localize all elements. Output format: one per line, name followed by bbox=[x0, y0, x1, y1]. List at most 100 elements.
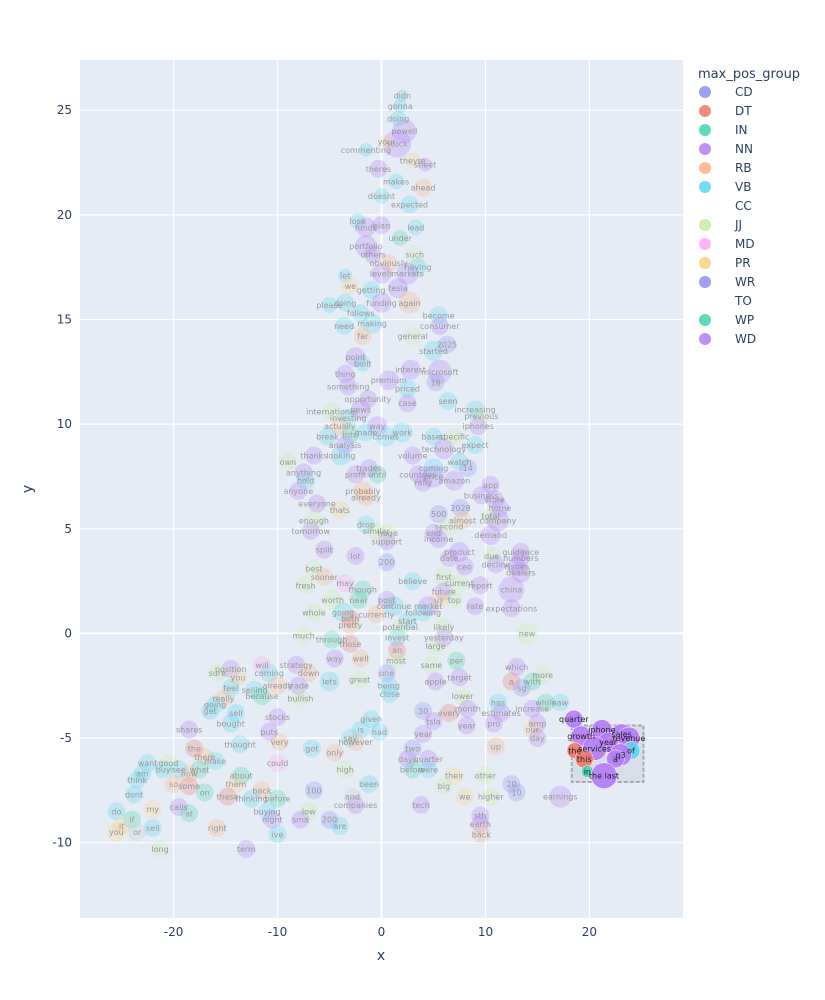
faded-word-label: before bbox=[265, 795, 291, 804]
legend-item-pr[interactable]: PR bbox=[699, 256, 751, 270]
faded-word-label: 500 bbox=[431, 510, 446, 519]
faded-word-label: there bbox=[194, 753, 215, 762]
faded-word-label: want bbox=[138, 759, 158, 768]
x-tick-label: 10 bbox=[478, 925, 493, 939]
faded-word-label: has bbox=[491, 698, 505, 707]
faded-point bbox=[481, 507, 500, 526]
faded-word-label: us bbox=[434, 596, 443, 605]
faded-word-label: high bbox=[336, 765, 353, 774]
faded-point bbox=[341, 425, 360, 444]
faded-point bbox=[398, 291, 421, 314]
legend-item-wr[interactable]: WR bbox=[699, 275, 755, 289]
faded-word-label: 18 bbox=[430, 378, 440, 387]
faded-point bbox=[260, 722, 279, 741]
highlight-point[interactable] bbox=[564, 709, 584, 729]
legend-item-vb[interactable]: VB bbox=[699, 180, 751, 194]
faded-point bbox=[346, 795, 365, 814]
legend-item-in[interactable]: IN bbox=[699, 123, 748, 137]
legend-item-to[interactable]: TO bbox=[734, 294, 752, 308]
faded-word-label: please bbox=[316, 301, 342, 310]
faded-point bbox=[356, 515, 375, 534]
faded-word-label: which bbox=[505, 663, 528, 672]
legend-item-nn[interactable]: NN bbox=[699, 142, 753, 156]
faded-word-label: profit bbox=[345, 470, 366, 479]
faded-point bbox=[208, 819, 227, 838]
faded-word-label: estimates bbox=[481, 709, 520, 718]
faded-word-label: shares bbox=[176, 726, 202, 735]
faded-point bbox=[333, 602, 354, 623]
faded-word-label: everyone bbox=[298, 500, 336, 509]
faded-point bbox=[260, 664, 279, 683]
faded-word-label: their bbox=[445, 772, 464, 781]
faded-point bbox=[278, 452, 297, 471]
faded-word-label: will bbox=[255, 661, 268, 670]
legend-item-jj[interactable]: JJ bbox=[699, 218, 742, 232]
faded-point bbox=[528, 729, 547, 748]
faded-point bbox=[472, 825, 491, 844]
legend-item-md[interactable]: MD bbox=[699, 237, 755, 251]
faded-word-label: year bbox=[414, 730, 433, 739]
faded-point bbox=[383, 596, 404, 617]
faded-point bbox=[263, 810, 282, 829]
faded-word-label: powell bbox=[391, 127, 417, 136]
legend[interactable]: CD DT IN NN RB VB CC JJ MD PR WR TO WP WD bbox=[699, 85, 756, 346]
faded-word-label: almost bbox=[449, 516, 476, 525]
legend-item-wd[interactable]: WD bbox=[699, 332, 756, 346]
faded-point bbox=[206, 752, 225, 771]
faded-point bbox=[299, 664, 318, 683]
faded-point bbox=[388, 628, 407, 647]
faded-point bbox=[296, 576, 315, 595]
faded-point bbox=[336, 436, 355, 455]
faded-word-label: worth bbox=[321, 596, 344, 605]
legend-item-dt[interactable]: DT bbox=[699, 104, 752, 118]
faded-word-label: seen bbox=[438, 397, 457, 406]
faded-point bbox=[471, 576, 490, 595]
highlight-point[interactable] bbox=[606, 749, 625, 769]
faded-word-label: other bbox=[475, 772, 497, 781]
faded-point bbox=[392, 229, 409, 246]
faded-point bbox=[229, 668, 248, 687]
faded-point bbox=[164, 775, 183, 794]
highlight-point[interactable] bbox=[590, 762, 618, 789]
faded-point bbox=[404, 152, 421, 169]
faded-point bbox=[371, 263, 392, 284]
highlight-word-label: a bbox=[613, 755, 618, 764]
faded-point bbox=[434, 777, 453, 796]
faded-point bbox=[304, 559, 323, 578]
faded-word-label: start bbox=[398, 617, 417, 626]
y-tick-label: -10 bbox=[52, 836, 72, 850]
faded-word-label: good bbox=[158, 759, 178, 768]
legend-item-rb[interactable]: RB bbox=[699, 161, 752, 175]
x-tick-label: 0 bbox=[378, 925, 386, 939]
faded-point bbox=[392, 119, 417, 144]
faded-word-label: higher bbox=[478, 793, 504, 802]
faded-word-label: looking bbox=[326, 452, 355, 461]
legend-item-cd[interactable]: CD bbox=[699, 85, 753, 99]
legend-item-wp[interactable]: WP bbox=[699, 313, 754, 327]
faded-word-label: expect bbox=[462, 441, 489, 450]
faded-point bbox=[502, 775, 521, 794]
faded-word-label: new bbox=[519, 629, 536, 638]
faded-point bbox=[403, 760, 422, 779]
faded-word-label: current bbox=[445, 579, 474, 588]
faded-word-label: guidance bbox=[502, 548, 539, 557]
legend-label: CD bbox=[735, 85, 753, 99]
faded-point bbox=[325, 649, 344, 668]
faded-point bbox=[398, 394, 417, 413]
faded-point bbox=[154, 760, 173, 779]
faded-point bbox=[412, 795, 431, 814]
faded-word-label: technology bbox=[422, 445, 467, 454]
faded-point bbox=[351, 720, 370, 739]
faded-point bbox=[403, 327, 422, 346]
faded-point bbox=[195, 747, 214, 766]
faded-point bbox=[511, 549, 530, 568]
faded-word-label: so bbox=[169, 780, 178, 789]
faded-point bbox=[414, 701, 433, 720]
faded-word-label: trade bbox=[288, 682, 309, 691]
faded-word-label: microsoft bbox=[421, 368, 458, 377]
legend-item-cc[interactable]: CC bbox=[735, 199, 752, 213]
highlight-word-label: iphone bbox=[588, 726, 615, 735]
faded-word-label: decline bbox=[481, 560, 510, 569]
faded-point bbox=[169, 760, 188, 779]
faded-word-label: due bbox=[484, 552, 499, 561]
